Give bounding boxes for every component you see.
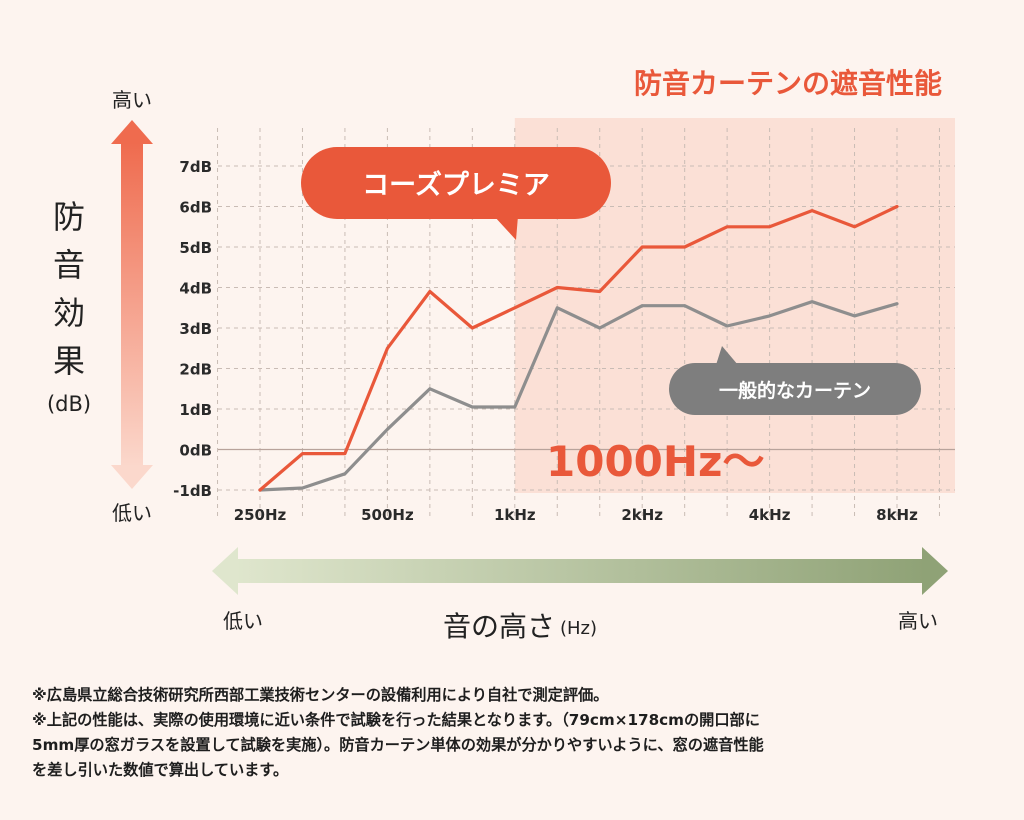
x-tick-label: 500Hz: [361, 506, 414, 524]
chart: -1dB 0dB 1dB 2dB 3dB 4dB 5dB 6dB 7dB 250Hz 500Hz 1…: [47, 67, 955, 643]
premium-label-text: コーズプレミア: [362, 169, 550, 201]
x-tick-label: 250Hz: [234, 506, 287, 524]
y-tick-label: 0dB: [179, 442, 212, 460]
premium-label-bubble: [301, 147, 611, 219]
y-axis-title-char: 効: [53, 294, 85, 332]
chart-title: 防音カーテンの遮音性能: [634, 67, 942, 100]
y-axis-title-char: 音: [53, 246, 85, 284]
general-label-pointer: [716, 346, 738, 365]
footnote-line: を差し引いた数値で算出しています。: [32, 761, 289, 779]
y-tick-label: -1dB: [173, 482, 212, 500]
x-tick-labels: 250Hz 500Hz 1kHz 2kHz 4kHz 8kHz: [234, 506, 918, 524]
x-tick-label: 8kHz: [876, 506, 918, 524]
y-tick-labels: -1dB 0dB 1dB 2dB 3dB 4dB 5dB 6dB 7dB: [173, 158, 212, 500]
y-tick-label: 5dB: [179, 239, 212, 257]
x-axis-title: 音の高さ: [443, 610, 555, 643]
y-axis-unit: (dB): [47, 392, 91, 416]
series-line-general-curtain: [258, 300, 899, 492]
x-tick-label: 1kHz: [494, 506, 536, 524]
x-axis-unit: (Hz): [560, 618, 597, 639]
premium-series-label: コーズプレミア: [301, 147, 611, 240]
y-axis-title-char: 防: [53, 198, 85, 236]
premium-label-pointer: [494, 216, 518, 240]
y-tick-label: 6dB: [179, 199, 212, 217]
y-axis-arrow: [111, 120, 153, 489]
x-axis-arrow: [212, 547, 948, 595]
y-tick-label: 1dB: [179, 401, 212, 419]
highlight-label: 1000Hz〜: [546, 437, 765, 486]
y-axis-high-label: 高い: [112, 88, 152, 112]
y-tick-label: 2dB: [179, 361, 212, 379]
y-axis-low-label: 低い: [112, 501, 152, 525]
series-line-coz-premier: [258, 204, 899, 492]
general-label-bubble: [669, 363, 921, 415]
y-axis-title-char: 果: [53, 342, 85, 380]
footnote-line: ※広島県立総合技術研究所西部工業技術センターの設備利用により自社で測定評価。: [32, 686, 609, 704]
y-tick-label: 7dB: [179, 158, 212, 176]
footnotes: ※広島県立総合技術研究所西部工業技術センターの設備利用により自社で測定評価。 ※…: [32, 683, 1000, 783]
x-tick-label: 4kHz: [749, 506, 791, 524]
footnote-line: 5mm厚の窓ガラスを設置して試験を実施）。防音カーテン単体の効果が分かりやすいよ…: [32, 736, 764, 754]
x-tick-label: 2kHz: [621, 506, 663, 524]
x-axis-low-label: 低い: [223, 609, 263, 633]
y-tick-label: 4dB: [179, 280, 212, 298]
footnote-line: ※上記の性能は、実際の使用環境に近い条件で試験を行った結果となります。（79cm…: [32, 711, 760, 729]
x-axis-high-label: 高い: [898, 609, 938, 633]
y-tick-label: 3dB: [179, 320, 212, 338]
general-series-label: 一般的なカーテン: [669, 346, 921, 415]
general-label-text: 一般的なカーテン: [719, 379, 871, 402]
